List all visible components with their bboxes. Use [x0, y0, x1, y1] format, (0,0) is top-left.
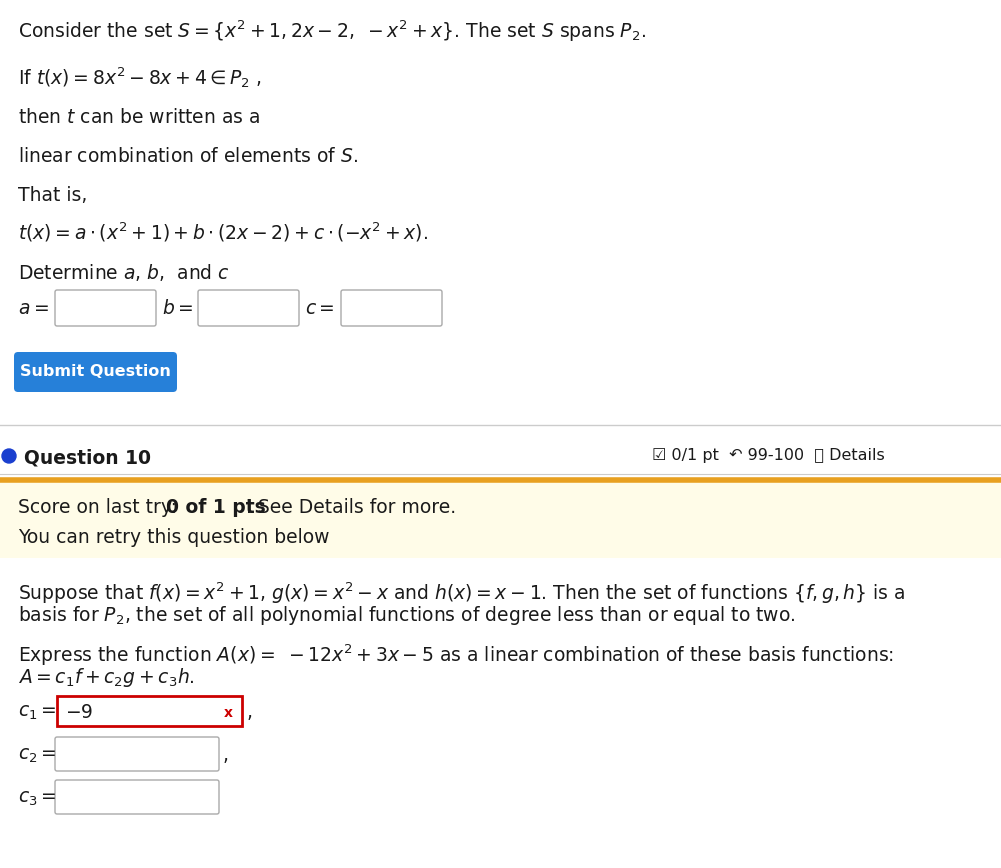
FancyBboxPatch shape	[55, 737, 219, 771]
Text: basis for $P_2$, the set of all polynomial functions of degree less than or equa: basis for $P_2$, the set of all polynomi…	[18, 604, 796, 627]
Circle shape	[2, 449, 16, 463]
Text: $c =$: $c =$	[305, 299, 334, 318]
Text: $A = c_1 f + c_2 g + c_3 h.$: $A = c_1 f + c_2 g + c_3 h.$	[18, 666, 195, 689]
Text: Express the function $A(x) =\ -12x^2 + 3x - 5$ as a linear combination of these : Express the function $A(x) =\ -12x^2 + 3…	[18, 642, 894, 667]
Text: $t(x) = a \cdot (x^2 + 1) + b \cdot (2x - 2) + c \cdot (- x^2 + x).$: $t(x) = a \cdot (x^2 + 1) + b \cdot (2x …	[18, 220, 427, 244]
FancyBboxPatch shape	[341, 290, 442, 326]
FancyBboxPatch shape	[198, 290, 299, 326]
Text: You can retry this question below: You can retry this question below	[18, 528, 329, 547]
Text: Determine $a$, $b$,  and $c$: Determine $a$, $b$, and $c$	[18, 262, 230, 283]
Text: $b =$: $b =$	[162, 299, 193, 318]
FancyBboxPatch shape	[57, 696, 242, 726]
Text: ,: ,	[222, 746, 228, 765]
FancyBboxPatch shape	[0, 480, 1001, 558]
Text: Consider the set $S = \{x^2 + 1, 2x - 2,\ -x^2 + x\}$. The set $S$ spans $P_2$.: Consider the set $S = \{x^2 + 1, 2x - 2,…	[18, 18, 646, 43]
Text: 0 of 1 pts: 0 of 1 pts	[166, 498, 265, 517]
Text: Score on last try:: Score on last try:	[18, 498, 183, 517]
FancyBboxPatch shape	[14, 352, 177, 392]
Text: If $t(x) = 8x^2 - 8x + 4 \in P_2$ ,: If $t(x) = 8x^2 - 8x + 4 \in P_2$ ,	[18, 65, 262, 89]
Text: then $t$ can be written as a: then $t$ can be written as a	[18, 108, 260, 127]
Text: $c_2 =$: $c_2 =$	[18, 746, 57, 765]
Text: $c_1 =$: $c_1 =$	[18, 703, 57, 722]
Text: Question 10: Question 10	[24, 448, 151, 467]
Text: $-9$: $-9$	[65, 703, 93, 722]
Text: x: x	[223, 706, 232, 720]
Text: $a =$: $a =$	[18, 299, 49, 318]
Text: ☑ 0/1 pt  ↶ 99-100  ⓘ Details: ☑ 0/1 pt ↶ 99-100 ⓘ Details	[652, 448, 885, 463]
Text: linear combination of elements of $S$.: linear combination of elements of $S$.	[18, 147, 358, 166]
Text: That is,: That is,	[18, 186, 87, 205]
FancyBboxPatch shape	[55, 780, 219, 814]
Text: Suppose that $f(x) = x^2 + 1$, $g(x) = x^2 - x$ and $h(x) = x - 1$. Then the set: Suppose that $f(x) = x^2 + 1$, $g(x) = x…	[18, 580, 906, 606]
Text: Submit Question: Submit Question	[20, 365, 171, 379]
Text: . See Details for more.: . See Details for more.	[246, 498, 456, 517]
FancyBboxPatch shape	[55, 290, 156, 326]
Text: ,: ,	[247, 703, 253, 722]
Text: $c_3 =$: $c_3 =$	[18, 789, 57, 808]
